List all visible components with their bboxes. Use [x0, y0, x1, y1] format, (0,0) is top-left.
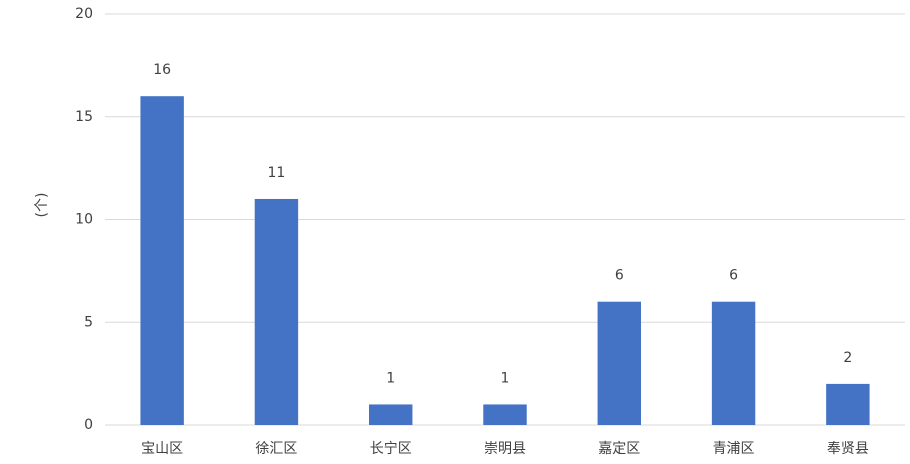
y-tick-label: 20: [75, 6, 93, 22]
x-tick-label: 崇明县: [484, 441, 526, 457]
bar: [483, 404, 527, 425]
x-tick-label: 徐汇区: [255, 441, 297, 457]
data-label: 11: [268, 165, 286, 181]
data-label: 1: [501, 370, 510, 386]
data-label: 2: [843, 350, 852, 366]
y-tick-label: 10: [75, 212, 93, 228]
data-label: 1: [386, 370, 395, 386]
x-tick-label: 青浦区: [713, 441, 755, 457]
bar: [369, 404, 413, 425]
bar: [597, 301, 641, 425]
x-tick-label: 奉贤县: [827, 441, 869, 457]
bar: [140, 96, 184, 425]
x-tick-label: 长宁区: [370, 440, 412, 457]
y-tick-label: 0: [84, 417, 93, 433]
y-tick-label: 15: [75, 109, 93, 125]
x-tick-label: 宝山区: [141, 441, 183, 457]
data-label: 6: [729, 268, 738, 284]
data-label: 6: [615, 268, 624, 284]
bar: [711, 301, 756, 425]
x-tick-label: 嘉定区: [598, 441, 640, 457]
y-axis-label: (个): [34, 193, 50, 218]
y-tick-label: 5: [84, 314, 93, 330]
data-label: 16: [153, 62, 171, 78]
bar: [826, 383, 870, 425]
bar: [254, 198, 299, 425]
